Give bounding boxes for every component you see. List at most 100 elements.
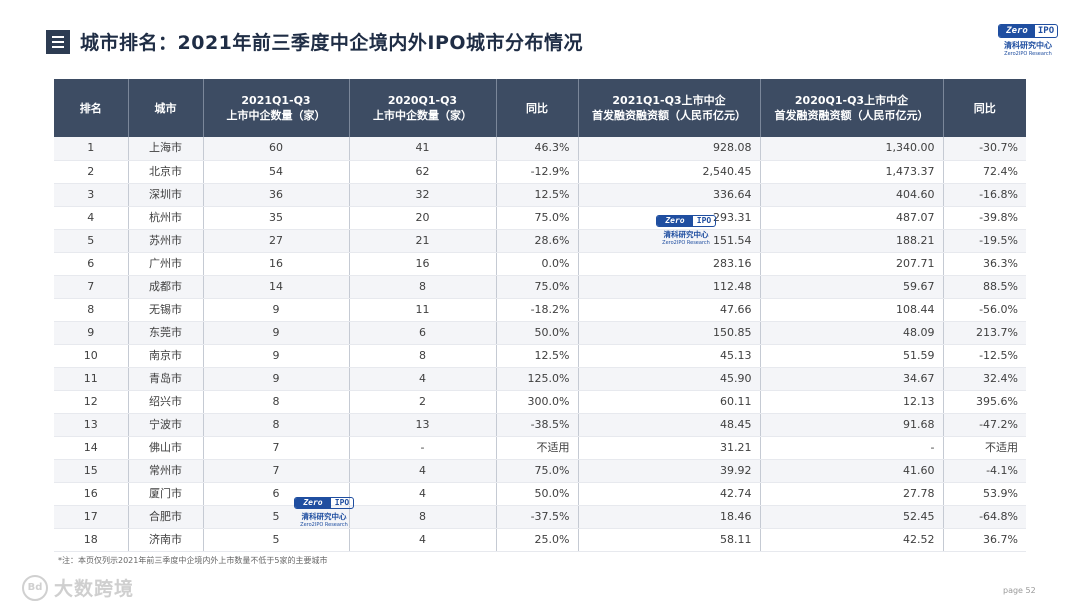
rank-cell: 7 — [54, 275, 129, 299]
count-2020-cell: 6 — [349, 321, 497, 345]
amount-2020-cell: 188.21 — [760, 229, 944, 253]
amount-yoy-cell: 395.6% — [943, 390, 1026, 414]
amount-yoy-cell: -47.2% — [943, 413, 1026, 437]
count-2020-cell: 20 — [349, 206, 497, 230]
city-cell: 厦门市 — [128, 482, 204, 506]
amount-2020-cell: 59.67 — [760, 275, 944, 299]
count-2021-cell: 8 — [203, 413, 350, 437]
table-body: 1 上海市 60 41 46.3% 928.08 1,340.00 -30.7% 2 北京市 54 6… — [54, 137, 1026, 552]
watermark-logo: Zero IPO 清科研究中心 Zero2IPO Research — [656, 215, 716, 246]
amount-2021-cell: 283.16 — [578, 252, 761, 276]
count-yoy-cell: 75.0% — [496, 459, 579, 483]
count-2020-cell: 8 — [349, 505, 497, 529]
amount-yoy-cell: 32.4% — [943, 367, 1026, 391]
amount-2020-cell: 41.60 — [760, 459, 944, 483]
count-2021-cell: 9 — [203, 298, 350, 322]
city-cell: 苏州市 — [128, 229, 204, 253]
count-2021-cell: 27 — [203, 229, 350, 253]
rank-cell: 17 — [54, 505, 129, 529]
count-2020-cell: 4 — [349, 459, 497, 483]
city-cell: 济南市 — [128, 528, 204, 552]
table-row: 6 广州市 16 16 0.0% 283.16 207.71 36.3% — [54, 252, 1026, 276]
amount-yoy-cell: 53.9% — [943, 482, 1026, 506]
watermark-zero-text: Zero — [657, 216, 693, 226]
watermark-badge: Zero IPO — [294, 497, 354, 509]
column-header-line1: 同比 — [526, 101, 548, 115]
page-number: page 52 — [1003, 586, 1036, 595]
rank-cell: 11 — [54, 367, 129, 391]
count-2020-cell: 8 — [349, 275, 497, 299]
amount-2021-cell: 336.64 — [578, 183, 761, 207]
brand-name: 大数跨境 — [54, 578, 135, 600]
city-cell: 深圳市 — [128, 183, 204, 207]
column-header: 2020Q1-Q3 上市中企数量（家） — [349, 79, 497, 137]
rank-cell: 2 — [54, 160, 129, 184]
amount-2020-cell: 34.67 — [760, 367, 944, 391]
rank-cell: 9 — [54, 321, 129, 345]
table-row: 9 东莞市 9 6 50.0% 150.85 48.09 213.7% — [54, 321, 1026, 345]
column-header: 2020Q1-Q3上市中企 首发融资融资额（人民币亿元） — [760, 79, 944, 137]
zero2ipo-logo: Zero IPO 清科研究中心 Zero2IPO Research — [998, 24, 1058, 62]
watermark-cn-text: 清科研究中心 — [301, 512, 347, 521]
amount-yoy-cell: -12.5% — [943, 344, 1026, 368]
count-yoy-cell: 12.5% — [496, 183, 579, 207]
count-2021-cell: 8 — [203, 390, 350, 414]
table-row: 2 北京市 54 62 -12.9% 2,540.45 1,473.37 72.4% — [54, 160, 1026, 184]
count-yoy-cell: 75.0% — [496, 206, 579, 230]
table-row: 5 苏州市 27 21 28.6% 151.54 188.21 -19.5% — [54, 229, 1026, 253]
logo-zero-text: Zero — [999, 25, 1035, 37]
rank-cell: 1 — [54, 137, 129, 161]
count-2021-cell: 5 — [203, 528, 350, 552]
count-yoy-cell: -38.5% — [496, 413, 579, 437]
rank-cell: 8 — [54, 298, 129, 322]
watermark-cn-text: 清科研究中心 — [663, 230, 709, 239]
count-2021-cell: 16 — [203, 252, 350, 276]
watermark-en-text: Zero2IPO Research — [662, 240, 710, 246]
count-2020-cell: - — [349, 436, 497, 460]
table-row: 16 厦门市 6 4 50.0% 42.74 27.78 53.9% — [54, 482, 1026, 506]
amount-2021-cell: 45.13 — [578, 344, 761, 368]
watermark-zero-text: Zero — [295, 498, 331, 508]
amount-2021-cell: 47.66 — [578, 298, 761, 322]
rank-cell: 15 — [54, 459, 129, 483]
column-header: 2021Q1-Q3上市中企 首发融资融资额（人民币亿元） — [578, 79, 761, 137]
amount-2020-cell: 12.13 — [760, 390, 944, 414]
column-header-line1: 排名 — [79, 101, 102, 115]
table-row: 3 深圳市 36 32 12.5% 336.64 404.60 -16.8% — [54, 183, 1026, 207]
city-cell: 南京市 — [128, 344, 204, 368]
count-yoy-cell: -18.2% — [496, 298, 579, 322]
amount-2020-cell: 1,473.37 — [760, 160, 944, 184]
rank-cell: 16 — [54, 482, 129, 506]
ipo-city-table-wrapper: 排名 城市 2021Q1-Q3 上市中企数量（家） 2020Q1-Q3 上市中企数量（家）… — [54, 79, 1026, 552]
count-yoy-cell: 300.0% — [496, 390, 579, 414]
column-header: 城市 — [128, 79, 204, 137]
watermark-ipo-text: IPO — [334, 498, 350, 507]
city-cell: 绍兴市 — [128, 390, 204, 414]
rank-cell: 10 — [54, 344, 129, 368]
count-2020-cell: 32 — [349, 183, 497, 207]
watermark-ipo-text: IPO — [696, 216, 712, 225]
count-2020-cell: 41 — [349, 137, 497, 161]
amount-2020-cell: 91.68 — [760, 413, 944, 437]
amount-2021-cell: 151.54 — [578, 229, 761, 253]
amount-2021-cell: 2,540.45 — [578, 160, 761, 184]
rank-cell: 12 — [54, 390, 129, 414]
count-2020-cell: 13 — [349, 413, 497, 437]
amount-2021-cell: 45.90 — [578, 367, 761, 391]
amount-2020-cell: 27.78 — [760, 482, 944, 506]
column-header: 2021Q1-Q3 上市中企数量（家） — [203, 79, 350, 137]
count-2021-cell: 9 — [203, 367, 350, 391]
count-yoy-cell: 12.5% — [496, 344, 579, 368]
count-2020-cell: 4 — [349, 367, 497, 391]
table-row: 1 上海市 60 41 46.3% 928.08 1,340.00 -30.7% — [54, 137, 1026, 161]
footnote: *注：本页仅列示2021年前三季度中企境内外上市数量不低于5家的主要城市 — [58, 556, 328, 565]
city-cell: 合肥市 — [128, 505, 204, 529]
count-2021-cell: 14 — [203, 275, 350, 299]
logo-badge: Zero IPO — [998, 24, 1058, 38]
city-cell: 广州市 — [128, 252, 204, 276]
amount-yoy-cell: 不适用 — [943, 436, 1026, 460]
amount-2021-cell: 18.46 — [578, 505, 761, 529]
count-2021-cell: 9 — [203, 344, 350, 368]
column-header-line2: 上市中企数量（家） — [226, 109, 326, 122]
amount-2020-cell: 487.07 — [760, 206, 944, 230]
